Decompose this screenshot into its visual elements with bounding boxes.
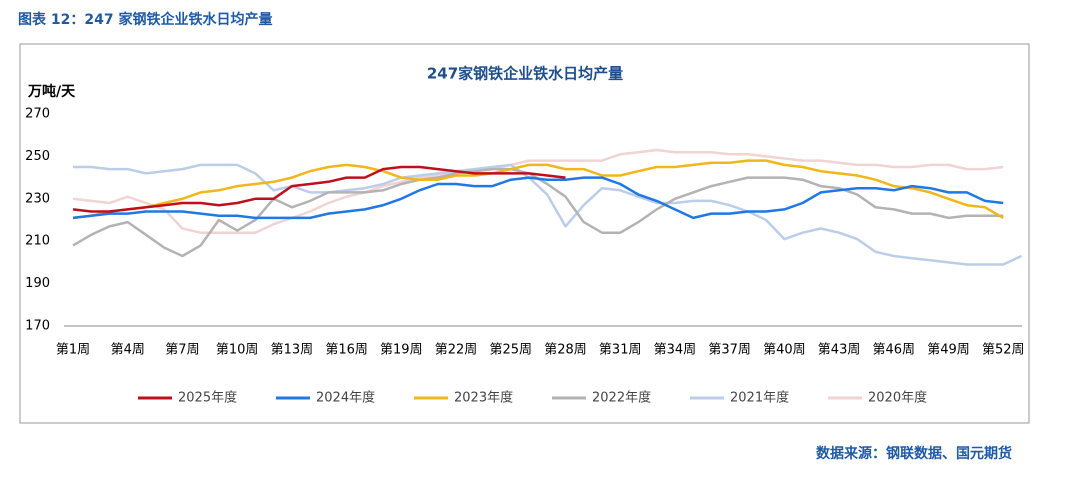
x-tick-label: 第28周	[544, 343, 587, 358]
x-tick-label: 第19周	[380, 343, 423, 358]
y-tick-label: 250	[25, 149, 50, 164]
x-tick-label: 第31周	[599, 343, 642, 358]
x-tick-label: 第7周	[165, 343, 199, 358]
caption: 图表 12：247 家钢铁企业铁水日均产量	[18, 11, 272, 28]
y-tick-label: 270	[25, 107, 50, 122]
chart-frame	[19, 43, 1030, 424]
series-line	[72, 159, 1004, 220]
x-tick-label: 第43周	[818, 343, 861, 358]
legend-label: 2021年度	[730, 390, 789, 406]
y-tick-label: 230	[25, 191, 50, 206]
x-tick-label: 第40周	[763, 343, 806, 358]
x-tick-label: 第25周	[489, 343, 532, 358]
y-tick-label: 170	[25, 319, 50, 334]
series-line	[72, 176, 1004, 220]
x-tick-label: 第37周	[708, 343, 751, 358]
x-tick-label: 第4周	[111, 343, 145, 358]
series-line	[72, 148, 1004, 234]
y-tick-label: 190	[25, 276, 50, 291]
x-tick-label: 第10周	[216, 343, 259, 358]
legend-label: 2023年度	[454, 390, 513, 406]
x-tick-label: 第16周	[325, 343, 368, 358]
y-axis-label: 万吨/天	[27, 83, 76, 100]
x-tick-label: 第52周	[982, 343, 1025, 358]
source: 数据来源：钢联数据、国元期货	[816, 445, 1012, 462]
x-tick-label: 第1周	[56, 343, 90, 358]
legend-label: 2022年度	[592, 390, 651, 406]
x-tick-label: 第13周	[271, 343, 314, 358]
series-line	[72, 165, 566, 213]
x-tick-label: 第22周	[435, 343, 478, 358]
series-line	[73, 163, 1023, 266]
y-tick-label: 210	[25, 234, 50, 249]
chart-title: 247家钢铁企业铁水日均产量	[427, 65, 623, 83]
legend-label: 2025年度	[178, 390, 237, 406]
x-tick-label: 第49周	[927, 343, 970, 358]
x-tick-label: 第34周	[654, 343, 697, 358]
legend-label: 2020年度	[868, 390, 927, 406]
legend-label: 2024年度	[316, 390, 375, 406]
x-tick-label: 第46周	[873, 343, 916, 358]
